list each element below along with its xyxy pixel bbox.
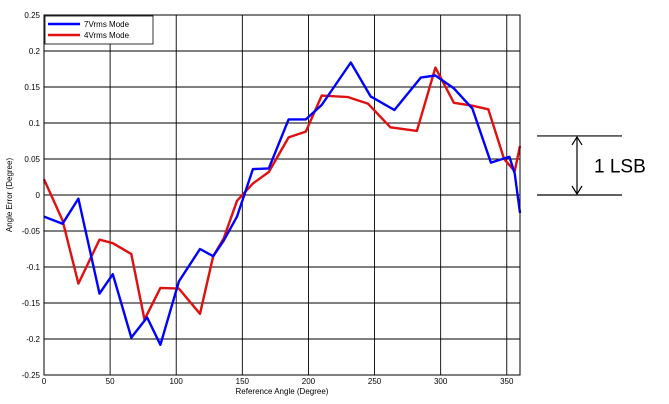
y-tick-label: 0.05 bbox=[24, 155, 40, 164]
legend-box bbox=[44, 15, 154, 45]
x-tick-label: 250 bbox=[368, 377, 382, 386]
y-tick-label: 0.15 bbox=[24, 83, 40, 92]
y-tick-labels: -0.25 -0.2 -0.15 -0.1 -0.05 0 0.05 0.1 0.15 0.2 0.… bbox=[22, 11, 41, 380]
lsb-arrow-head-up bbox=[571, 135, 583, 146]
y-tick-label: -0.2 bbox=[26, 335, 40, 344]
x-tick-label: 350 bbox=[500, 377, 514, 386]
y-tick-label: -0.15 bbox=[22, 299, 41, 308]
x-tick-label: 0 bbox=[42, 377, 47, 386]
y-axis-label: Angle Error (Degree) bbox=[5, 158, 14, 233]
x-tick-label: 50 bbox=[106, 377, 115, 386]
x-axis-label: Reference Angle (Degree) bbox=[236, 387, 329, 396]
y-tick-label: -0.25 bbox=[22, 371, 41, 380]
x-tick-label: 100 bbox=[170, 377, 184, 386]
grid bbox=[43, 14, 520, 376]
y-tick-label: -0.1 bbox=[26, 263, 40, 272]
y-tick-label: 0.2 bbox=[29, 47, 41, 56]
series-line-7vrms-mode bbox=[43, 61, 522, 346]
legend: 7Vrms Mode 4Vrms Mode bbox=[44, 15, 154, 45]
legend-label: 4Vrms Mode bbox=[84, 31, 130, 40]
x-tick-label: 300 bbox=[434, 377, 448, 386]
y-tick-label: 0 bbox=[36, 191, 41, 200]
y-tick-label: 0.25 bbox=[24, 11, 40, 20]
y-tick-label: 0.1 bbox=[29, 119, 41, 128]
plot-frame bbox=[43, 14, 521, 376]
x-tick-label: 150 bbox=[236, 377, 250, 386]
lsb-arrow-head-down bbox=[571, 185, 583, 196]
x-tick-label: 200 bbox=[302, 377, 316, 386]
y-tick-label: -0.05 bbox=[22, 227, 41, 236]
series-line-4vrms-mode bbox=[42, 66, 522, 321]
legend-label: 7Vrms Mode bbox=[84, 20, 130, 29]
series-layer bbox=[42, 61, 522, 346]
lsb-label: 1 LSB bbox=[594, 156, 646, 177]
lsb-annotation: 1 LSB bbox=[537, 135, 646, 196]
x-tick-labels: 0 50 100 150 200 250 300 350 bbox=[42, 377, 514, 386]
